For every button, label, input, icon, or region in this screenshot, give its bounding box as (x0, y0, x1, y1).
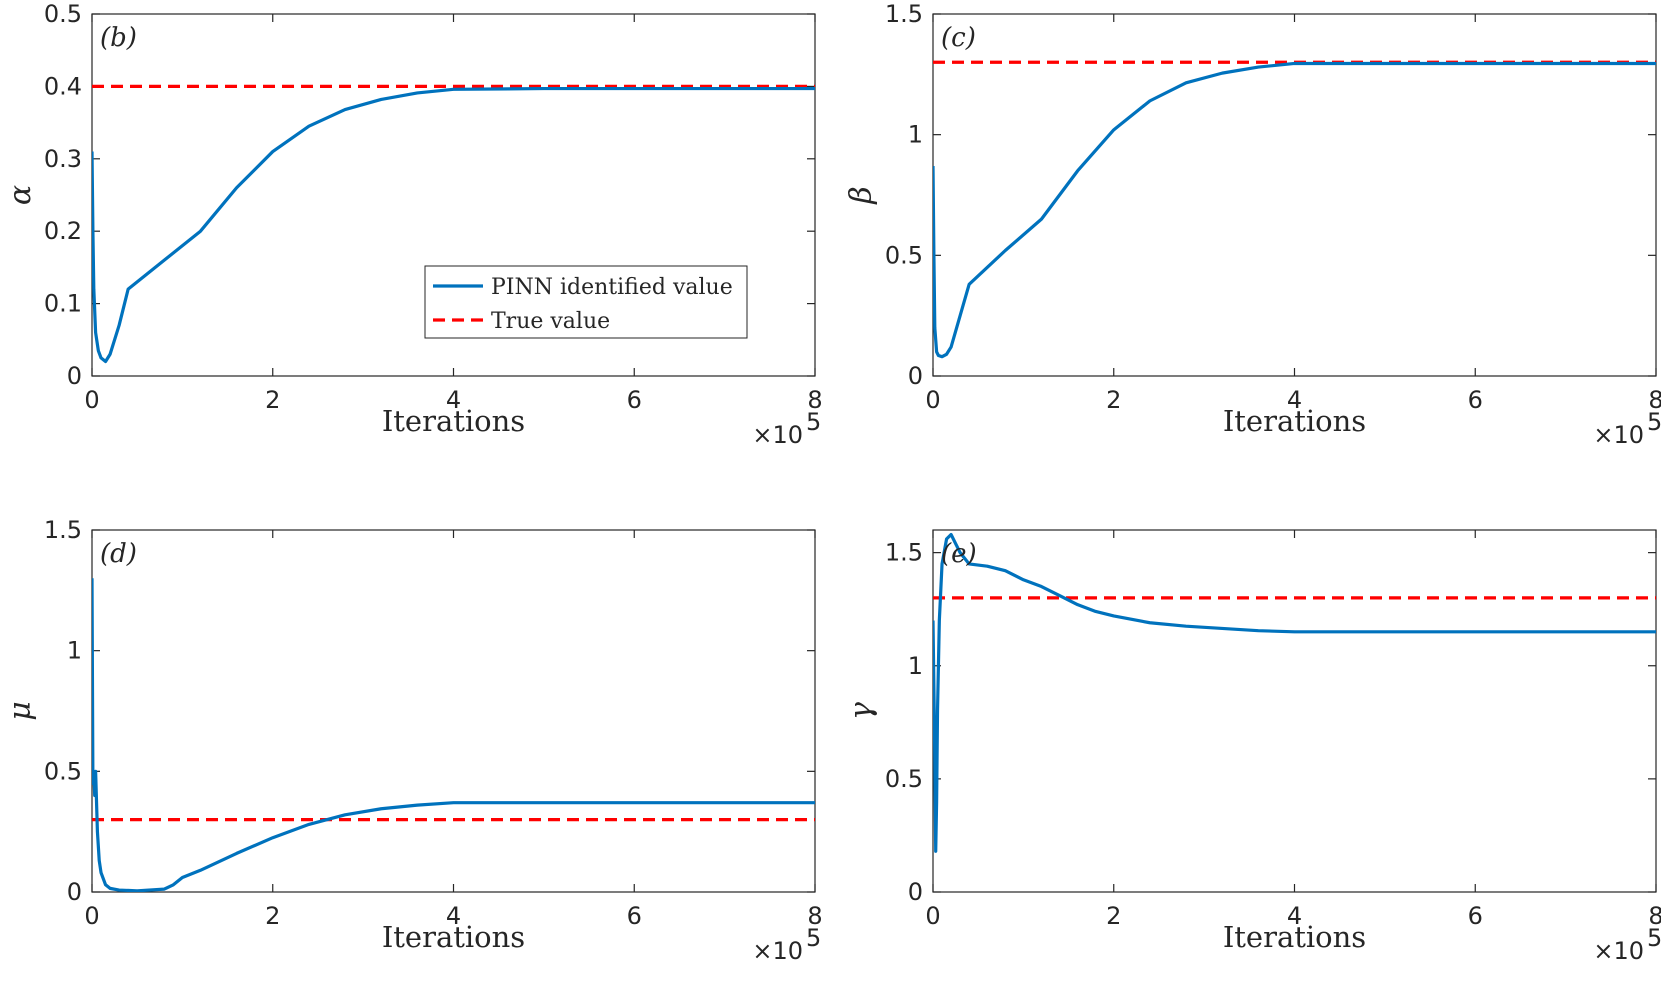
x-tick-label: 2 (265, 902, 280, 930)
pinn-identified-line (933, 532, 1656, 853)
panel-label: (c) (941, 23, 976, 53)
x-tick-label: 8 (807, 386, 822, 414)
chart-panel-2: 0 2 4 6 8 0 0.5 1 1.5 Iterations ×10 5 β (c) (844, 0, 1661, 449)
x-axis-multiplier: ×10 (752, 937, 803, 965)
x-tick-label: 6 (627, 386, 642, 414)
axes-box (932, 13, 1657, 377)
axes-box (932, 529, 1657, 893)
x-tick-label: 2 (265, 386, 280, 414)
y-axis-label: γ (844, 702, 879, 720)
y-axis-label: μ (3, 701, 38, 721)
x-axis-multiplier: ×10 (752, 421, 803, 449)
x-axis-label: Iterations (1223, 404, 1366, 438)
y-tick-label: 0.5 (44, 0, 82, 28)
y-axis-label: β (844, 186, 879, 204)
x-axis-label: Iterations (1223, 920, 1366, 954)
panel-label: (e) (941, 539, 977, 569)
y-tick-label: 1 (908, 121, 923, 149)
x-tick-label: 4 (1287, 386, 1302, 414)
pinn-identified-line (933, 61, 1656, 359)
y-tick-label: 0 (67, 878, 82, 906)
y-tick-label: 0.4 (44, 72, 82, 100)
y-tick-label: 0 (908, 362, 923, 390)
legend-entry-label: PINN identified value (491, 275, 733, 300)
x-axis-label: Iterations (382, 404, 525, 438)
x-tick-label: 8 (1648, 386, 1661, 414)
legend: PINN identified value True value (424, 265, 748, 339)
x-axis-multiplier: ×10 (1593, 421, 1644, 449)
x-axis-multiplier: ×10 (1593, 937, 1644, 965)
chart-panel-3: 0 2 4 6 8 0 0.5 1 1.5 Iterations ×10 5 μ (d) (3, 516, 823, 965)
x-tick-label: 4 (1287, 902, 1302, 930)
x-tick-label: 6 (1468, 902, 1483, 930)
x-tick-label: 2 (1106, 902, 1121, 930)
panel-label: (d) (100, 539, 137, 569)
x-tick-label: 4 (446, 902, 461, 930)
x-tick-label: 0 (925, 902, 940, 930)
x-tick-label: 2 (1106, 386, 1121, 414)
y-tick-label: 0 (908, 878, 923, 906)
x-axis-label: Iterations (382, 920, 525, 954)
pinn-identified-line (92, 578, 815, 892)
y-tick-label: 0.5 (44, 757, 82, 785)
pinn-identified-line (92, 86, 815, 364)
axes-box (91, 529, 816, 893)
legend-entry-label: True value (491, 309, 610, 334)
y-tick-label: 0.2 (44, 217, 82, 245)
legend-box (424, 265, 748, 339)
y-tick-label: 1 (908, 652, 923, 680)
x-tick-label: 4 (446, 386, 461, 414)
x-axis-exponent: 5 (1647, 924, 1661, 952)
x-tick-label: 6 (627, 902, 642, 930)
x-tick-label: 0 (84, 902, 99, 930)
y-tick-label: 0.5 (885, 241, 923, 269)
y-tick-label: 1.5 (885, 539, 923, 567)
y-tick-label: 0.5 (885, 765, 923, 793)
x-axis-exponent: 5 (806, 924, 821, 952)
y-tick-label: 0 (67, 362, 82, 390)
x-tick-label: 8 (807, 902, 822, 930)
y-tick-label: 0.1 (44, 290, 82, 318)
chart-panel-1: 0 2 4 6 8 0 0.1 0.2 0.3 0.4 0.5 Iterations ×10 5 α (b) P… (3, 0, 823, 449)
x-tick-label: 8 (1648, 902, 1661, 930)
y-tick-label: 0.3 (44, 145, 82, 173)
panel-label: (b) (100, 23, 137, 53)
chart-panel-4: 0 2 4 6 8 0 0.5 1 1.5 Iterations ×10 5 γ (e) (844, 529, 1661, 965)
y-axis-label: α (3, 185, 38, 205)
x-tick-label: 0 (925, 386, 940, 414)
y-tick-label: 1.5 (44, 516, 82, 544)
x-tick-label: 0 (84, 386, 99, 414)
y-tick-label: 1 (67, 637, 82, 665)
x-axis-exponent: 5 (1647, 408, 1661, 436)
y-tick-label: 1.5 (885, 0, 923, 28)
x-axis-exponent: 5 (806, 408, 821, 436)
x-tick-label: 6 (1468, 386, 1483, 414)
